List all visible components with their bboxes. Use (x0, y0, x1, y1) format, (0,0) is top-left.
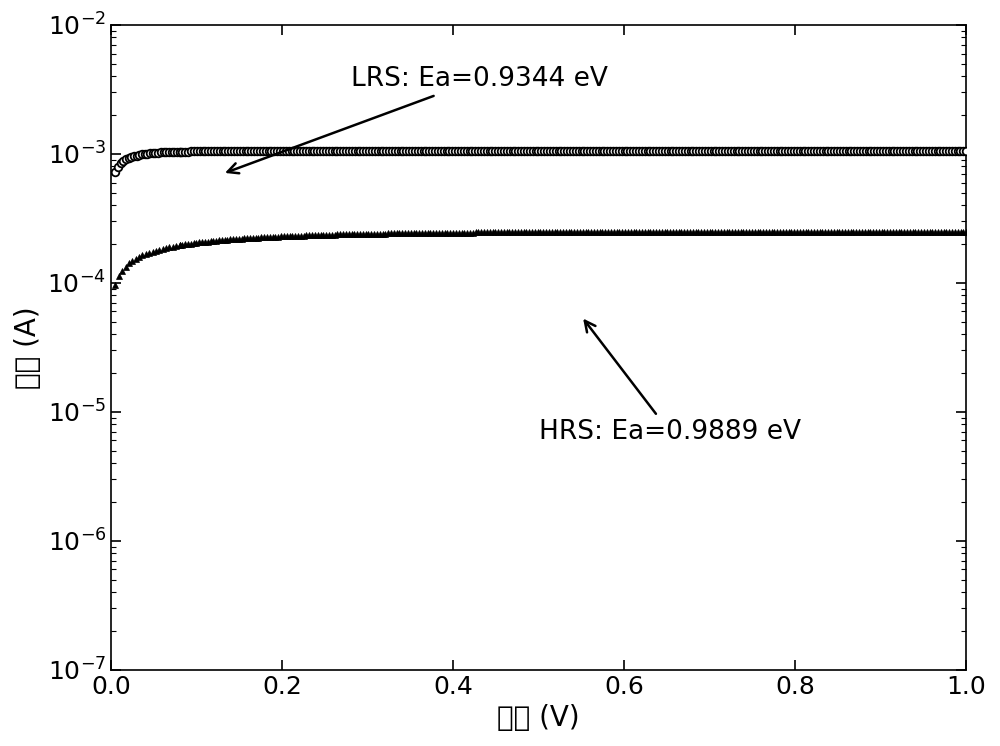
Text: LRS: Ea=0.9344 eV: LRS: Ea=0.9344 eV (228, 66, 607, 173)
X-axis label: 电压 (V): 电压 (V) (497, 704, 580, 732)
Y-axis label: 电流 (A): 电流 (A) (14, 306, 42, 389)
Text: HRS: Ea=0.9889 eV: HRS: Ea=0.9889 eV (539, 321, 801, 445)
